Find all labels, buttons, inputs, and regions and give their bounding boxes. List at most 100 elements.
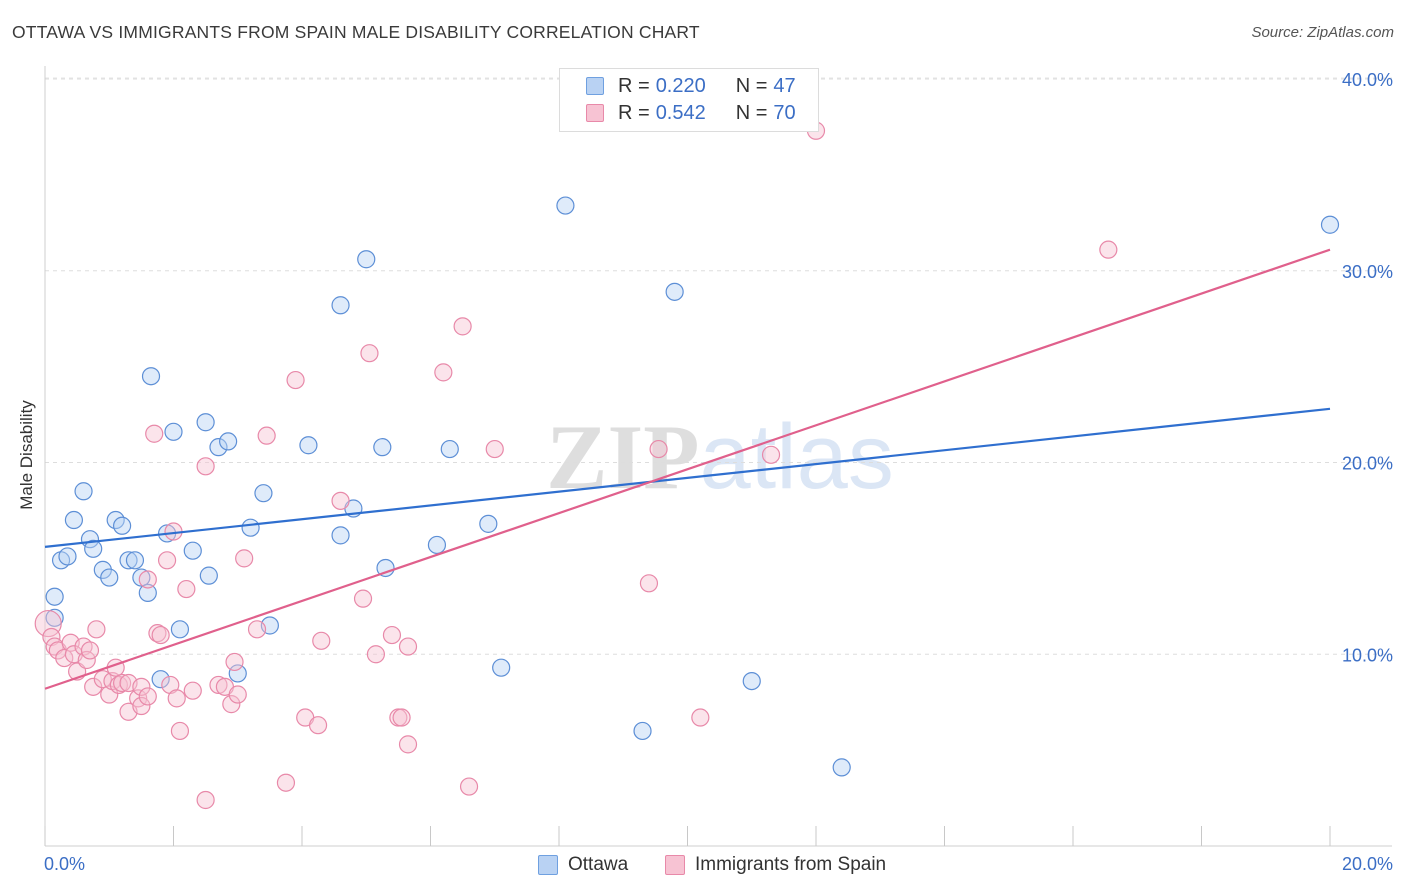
data-point <box>382 625 402 645</box>
legend-row-ottawa: R = 0.220 N = 47 <box>586 73 796 99</box>
data-point <box>761 445 781 464</box>
data-point <box>276 773 296 792</box>
data-point <box>633 721 652 741</box>
series-spain <box>34 121 1118 810</box>
data-point <box>392 708 411 727</box>
data-point <box>132 568 151 587</box>
data-point <box>209 675 228 695</box>
data-point <box>148 624 167 643</box>
data-point <box>100 685 119 704</box>
data-point <box>209 438 228 457</box>
y-tick-label: 10.0% <box>1342 645 1393 665</box>
data-point <box>183 681 202 700</box>
data-point <box>492 658 511 677</box>
data-point <box>353 589 373 608</box>
y-tick-label: 20.0% <box>1342 454 1393 474</box>
bottom-legend-label-ottawa: Ottawa <box>568 854 629 875</box>
bottom-legend-spain: Immigrants from Spain <box>665 852 886 878</box>
legend-n-label: N = <box>735 101 768 124</box>
data-point <box>331 526 350 545</box>
data-point <box>77 650 96 670</box>
y-tick-label: 30.0% <box>1342 262 1393 282</box>
data-point <box>222 695 241 714</box>
data-point <box>241 518 260 537</box>
data-point <box>427 535 447 555</box>
data-point <box>151 625 170 645</box>
data-point <box>649 439 668 459</box>
data-point <box>485 439 504 459</box>
data-point <box>55 648 74 668</box>
data-point <box>312 631 331 650</box>
data-point <box>398 637 418 656</box>
data-point <box>373 438 392 457</box>
data-point <box>138 570 157 589</box>
data-point <box>112 516 132 535</box>
data-point <box>170 620 190 639</box>
legend-n-label: N = <box>735 74 768 97</box>
data-point <box>453 317 472 336</box>
data-point <box>308 716 328 735</box>
source-label: Source: ZipAtlas.com <box>1251 24 1394 41</box>
data-point <box>196 413 215 432</box>
bottom-legend-label-spain: Immigrants from Spain <box>695 854 887 875</box>
data-point <box>80 641 100 660</box>
data-point <box>331 491 350 510</box>
data-point <box>235 549 254 568</box>
data-point <box>742 671 761 691</box>
legend-r-value: 0.220 <box>655 74 706 97</box>
data-point <box>167 689 186 708</box>
legend-swatch-spain <box>586 104 604 122</box>
axes <box>44 66 1392 847</box>
legend-swatch-ottawa <box>586 77 604 95</box>
data-point <box>286 370 305 390</box>
legend: R = 0.220 N = 47 R = 0.542 N = 70 <box>559 68 819 132</box>
data-point <box>145 424 164 443</box>
data-point <box>357 250 376 269</box>
bottom-legend-swatch-spain <box>665 855 685 875</box>
data-point <box>132 696 151 716</box>
data-point <box>225 652 244 672</box>
data-point <box>45 587 64 606</box>
data-point <box>74 482 93 501</box>
data-point <box>196 457 215 476</box>
bottom-legend-ottawa: Ottawa <box>538 852 628 878</box>
data-point <box>254 484 273 503</box>
data-point <box>366 645 385 664</box>
data-point <box>45 608 64 627</box>
legend-r-value: 0.542 <box>655 101 706 124</box>
data-point <box>459 777 479 796</box>
data-point <box>157 551 177 570</box>
gridlines <box>45 77 1392 655</box>
data-point <box>299 436 318 455</box>
data-point <box>119 551 138 570</box>
data-point <box>138 687 157 706</box>
data-point <box>64 510 84 530</box>
data-point <box>257 426 276 445</box>
data-point <box>84 539 103 558</box>
series-ottawa <box>45 196 1340 777</box>
data-point <box>639 574 659 593</box>
data-point <box>219 432 238 451</box>
data-point <box>132 677 151 696</box>
data-point <box>479 514 498 533</box>
data-point <box>331 296 350 315</box>
trend-line-ottawa <box>44 407 1331 548</box>
data-point <box>138 583 157 602</box>
data-point <box>141 367 161 386</box>
data-point <box>440 439 459 459</box>
data-point <box>228 664 247 683</box>
data-point <box>1320 215 1340 234</box>
data-point <box>84 677 103 696</box>
data-point <box>1099 240 1118 259</box>
data-point <box>87 620 106 639</box>
data-point <box>170 721 190 741</box>
trend-lines <box>44 248 1331 690</box>
legend-row-spain: R = 0.542 N = 70 <box>586 100 796 126</box>
data-point <box>100 568 119 587</box>
tick-labels: 10.0% 20.0% 30.0% 40.0% 0.0% 20.0% <box>44 70 1393 874</box>
data-point <box>556 196 575 215</box>
data-point <box>177 579 196 599</box>
data-point <box>247 620 267 639</box>
trend-line-spain <box>44 248 1331 690</box>
